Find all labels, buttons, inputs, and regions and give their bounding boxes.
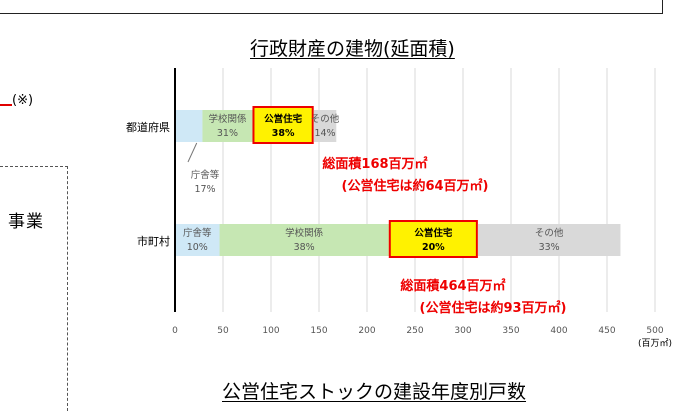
category-label: 都道府県 — [126, 120, 170, 134]
red-underline-mark — [0, 92, 12, 106]
dashed-frame-top — [0, 166, 68, 167]
category-label: 市町村 — [137, 234, 170, 248]
housing-area-annotation: (公営住宅は約64百万㎡) — [342, 178, 489, 194]
x-tick-label: 50 — [217, 326, 229, 336]
left-business-label: 事業 — [8, 212, 44, 232]
housing-area-annotation: (公営住宅は約93百万㎡) — [420, 300, 567, 316]
x-tick-label: 350 — [502, 326, 519, 336]
x-tick-label: 300 — [454, 326, 471, 336]
x-tick-label: 500 — [646, 326, 663, 336]
dashed-frame-right — [67, 166, 68, 411]
segment-pct-label: 33% — [539, 242, 560, 253]
segment-pct-label: 38% — [272, 128, 295, 139]
housing-highlight-box — [252, 106, 314, 144]
leader-line — [187, 142, 198, 163]
segment-name-label: 庁舎等 — [191, 169, 220, 181]
x-tick-label: 250 — [406, 326, 423, 336]
bar-segment — [175, 224, 220, 256]
left-note-text: (※) — [12, 93, 34, 108]
total-area-annotation: 総面積168百万㎡ — [322, 156, 427, 172]
segment-name-label: 公営住宅 — [414, 227, 453, 239]
segment-pct-label: 14% — [314, 128, 335, 139]
bar-segment — [313, 110, 337, 142]
x-tick-label: 450 — [598, 326, 615, 336]
segment-pct-label: 17% — [194, 184, 215, 195]
x-tick-label: 400 — [550, 326, 567, 336]
segment-pct-label: 20% — [422, 242, 445, 253]
segment-name-label: その他 — [311, 113, 340, 125]
bar-segment — [219, 224, 389, 256]
x-tick-label: 150 — [310, 326, 327, 336]
segment-pct-label: 10% — [187, 242, 208, 253]
segment-pct-label: 38% — [294, 242, 315, 253]
bar-segment — [175, 110, 203, 142]
x-tick-label: 100 — [262, 326, 279, 336]
x-tick-label: 0 — [172, 326, 178, 336]
segment-name-label: 学校関係 — [285, 227, 324, 239]
bar-segment — [477, 224, 621, 256]
segment-name-label: 庁舎等 — [183, 227, 212, 239]
segment-name-label: 学校関係 — [208, 113, 247, 125]
housing-highlight-box — [388, 220, 478, 258]
x-tick-label: 200 — [358, 326, 375, 336]
next-chart-title: 公営住宅ストックの建設年度別戸数 — [222, 381, 527, 403]
segment-name-label: 公営住宅 — [264, 113, 303, 125]
segment-pct-label: 31% — [217, 128, 238, 139]
chart-title: 行政財産の建物(延面積) — [250, 38, 455, 60]
left-note: (※) — [0, 92, 33, 108]
total-area-annotation: 総面積464百万㎡ — [400, 278, 505, 294]
bar-segment — [202, 110, 253, 142]
top-frame-border — [0, 0, 663, 14]
x-unit-label: (百万㎡) — [638, 338, 672, 349]
segment-name-label: その他 — [535, 227, 564, 239]
